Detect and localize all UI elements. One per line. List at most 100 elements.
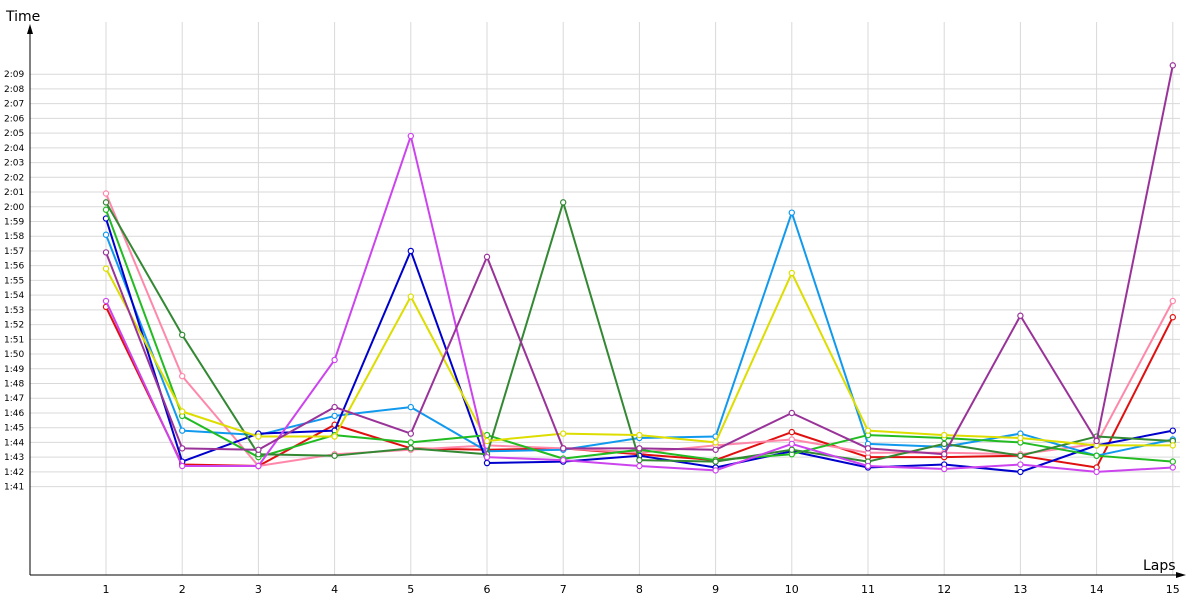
y-tick-label: 1:45 [4,424,24,434]
data-point [1169,458,1177,465]
y-tick-label: 1:41 [4,483,24,493]
x-tick-label: 2 [179,583,186,596]
y-tick-label: 2:05 [4,129,24,139]
y-tick-label: 1:56 [4,262,24,272]
data-point [255,462,262,470]
data-point [788,446,796,453]
data-point [636,445,643,452]
y-tick-label: 1:50 [4,350,24,360]
x-tick-label: 7 [560,583,567,596]
data-point [1093,437,1100,445]
data-point [560,199,567,206]
data-point [712,458,719,465]
x-tick-label: 4 [331,583,338,596]
data-point [1093,452,1100,459]
data-point [102,249,110,256]
x-axis-arrow [1176,572,1186,578]
data-point [1169,464,1177,471]
data-point [178,372,186,380]
y-tick-label: 1:51 [4,335,24,345]
data-point [1017,434,1024,442]
x-tick-label: 10 [785,583,799,596]
y-tick-label: 2:09 [4,70,24,80]
data-point [331,412,338,420]
data-point [331,433,338,440]
data-point [1169,314,1177,321]
data-point [102,231,110,238]
data-point [407,430,414,437]
y-tick-label: 2:04 [4,144,24,154]
series-8 [102,132,1177,476]
data-point [483,253,491,261]
data-point [407,445,414,452]
data-point [712,439,719,446]
data-point [407,132,414,140]
grid-lines [30,22,1180,575]
data-point [1169,427,1177,434]
y-tick-label: 2:06 [4,114,24,124]
data-point [483,459,491,467]
data-point [178,462,186,470]
data-point [636,431,643,439]
data-point [636,456,643,464]
data-point [178,408,186,415]
x-tick-label: 5 [407,583,414,596]
y-tick-label: 1:47 [4,394,24,404]
y-tick-label: 2:01 [4,188,24,198]
data-point [255,433,262,440]
series-lines [102,62,1177,476]
y-tick-label: 1:42 [4,468,24,478]
data-point [941,440,948,448]
y-axis-arrow [27,24,33,34]
y-tick-label: 2:00 [4,203,24,213]
y-tick-label: 1:46 [4,409,24,419]
data-point [788,409,796,417]
data-point [331,356,338,364]
y-tick-label: 1:48 [4,380,24,390]
data-point [1169,62,1177,69]
data-point [102,265,110,272]
y-tick-label: 1:57 [4,247,24,257]
axes: Time Laps [5,9,1186,578]
x-tick-label: 6 [484,583,491,596]
y-tick-label: 1:49 [4,365,24,375]
data-point [407,439,414,446]
data-point [483,453,491,461]
data-point [178,331,186,339]
data-point [788,440,796,448]
y-tick-label: 2:08 [4,85,24,95]
x-tick-label: 3 [255,583,262,596]
y-tick-label: 1:43 [4,453,24,463]
data-point [102,190,110,197]
y-tick-labels: 1:41 1:42 1:43 1:44 1:45 1:46 1:47 1:48 1:49 1:50… [4,70,24,492]
data-point [864,427,872,434]
data-point [712,446,719,453]
data-point [1169,297,1177,305]
data-point [102,199,110,206]
data-point [483,437,491,445]
data-point [407,293,414,300]
x-tick-label: 13 [1013,583,1027,596]
data-point [1017,452,1024,459]
data-point [1093,468,1100,476]
y-tick-label: 2:03 [4,159,24,169]
y-tick-label: 2:02 [4,173,24,183]
data-point [636,462,643,470]
data-point [560,430,567,437]
data-point [255,446,262,453]
y-tick-label: 1:55 [4,276,24,286]
series-9 [102,62,1177,458]
data-point [407,403,414,411]
x-tick-label: 9 [712,583,719,596]
x-tick-label: 11 [861,583,875,596]
x-tick-label: 12 [937,583,951,596]
data-point [560,445,567,452]
x-tick-labels: 1 2 3 4 5 6 7 8 9 10 11 12 13 14 15 [103,583,1180,596]
y-tick-label: 1:53 [4,306,24,316]
x-tick-label: 15 [1166,583,1180,596]
y-tick-label: 1:58 [4,232,24,242]
data-point [1017,312,1024,319]
data-point [178,427,186,434]
